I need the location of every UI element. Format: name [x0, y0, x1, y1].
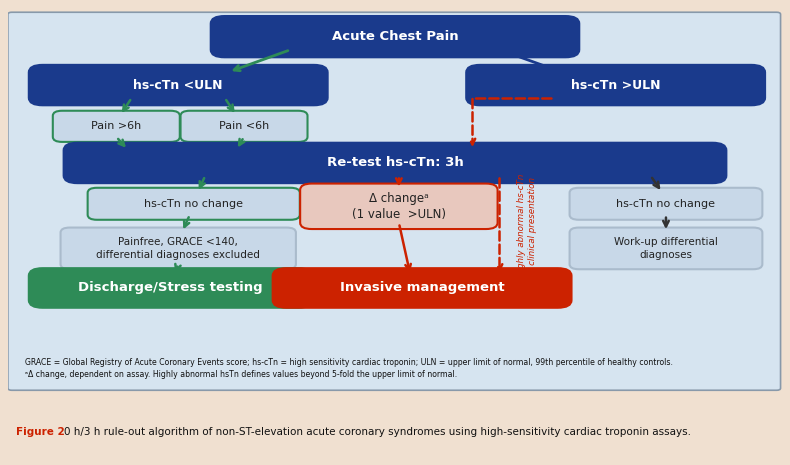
Text: Acute Chest Pain: Acute Chest Pain — [332, 30, 458, 43]
Text: ᵃΔ change, dependent on assay. Highly abnormal hsTn defines values beyond 5-fold: ᵃΔ change, dependent on assay. Highly ab… — [25, 370, 457, 379]
FancyBboxPatch shape — [211, 16, 579, 57]
Text: Discharge/Stress testing: Discharge/Stress testing — [78, 281, 263, 294]
FancyBboxPatch shape — [28, 65, 328, 105]
Text: hs-cTn no change: hs-cTn no change — [616, 199, 716, 209]
FancyBboxPatch shape — [466, 65, 765, 105]
Text: Δ changeᵃ
(1 value  >ULN): Δ changeᵃ (1 value >ULN) — [352, 192, 446, 221]
Text: Work-up differential
diagnoses: Work-up differential diagnoses — [614, 237, 718, 259]
FancyBboxPatch shape — [570, 188, 762, 220]
FancyBboxPatch shape — [64, 143, 726, 183]
FancyBboxPatch shape — [570, 227, 762, 269]
Text: hs-cTn no change: hs-cTn no change — [145, 199, 243, 209]
FancyBboxPatch shape — [273, 268, 571, 308]
Text: Painfree, GRACE <140,
differential diagnoses excluded: Painfree, GRACE <140, differential diagn… — [96, 237, 260, 259]
Text: Pain <6h: Pain <6h — [219, 121, 269, 131]
FancyBboxPatch shape — [88, 188, 299, 220]
Text: 0 h/3 h rule-out algorithm of non-ST-elevation acute coronary syndromes using hi: 0 h/3 h rule-out algorithm of non-ST-ele… — [64, 427, 690, 437]
Text: hs-cTn <ULN: hs-cTn <ULN — [134, 79, 223, 92]
Text: hs-cTn >ULN: hs-cTn >ULN — [571, 79, 660, 92]
FancyBboxPatch shape — [53, 111, 180, 142]
FancyBboxPatch shape — [8, 12, 781, 390]
Text: Invasive management: Invasive management — [340, 281, 504, 294]
FancyBboxPatch shape — [181, 111, 307, 142]
Text: Re-test hs-cTn: 3h: Re-test hs-cTn: 3h — [326, 156, 464, 169]
FancyBboxPatch shape — [300, 184, 498, 229]
Text: Pain >6h: Pain >6h — [91, 121, 141, 131]
FancyBboxPatch shape — [61, 227, 296, 269]
Text: GRACE = Global Registry of Acute Coronary Events score; hs-cTn = high sensitivit: GRACE = Global Registry of Acute Coronar… — [25, 358, 673, 366]
FancyBboxPatch shape — [28, 268, 312, 308]
Text: Figure 2: Figure 2 — [16, 427, 72, 437]
Text: Highly abnormal hs-cTn
+ clinical presentation: Highly abnormal hs-cTn + clinical presen… — [517, 174, 536, 277]
